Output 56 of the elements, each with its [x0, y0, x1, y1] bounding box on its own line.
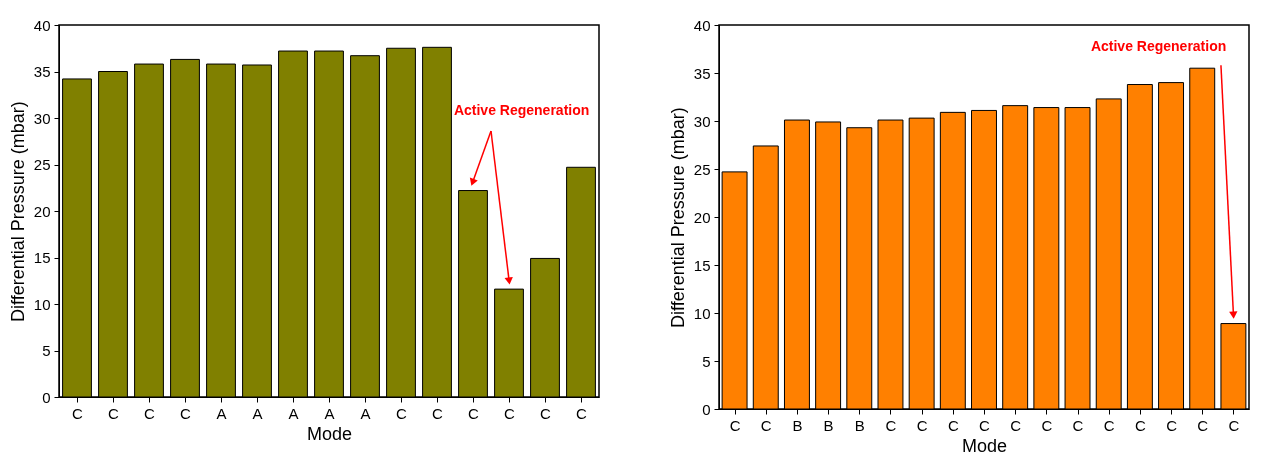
y-tick-label: 5	[42, 342, 51, 359]
x-tick-label: C	[504, 404, 516, 422]
x-tick-label: C	[144, 404, 156, 422]
y-axis-title: Differential Pressure (mbar)	[667, 107, 688, 328]
x-tick-label: C	[729, 416, 741, 434]
x-tick-label: C	[432, 404, 444, 422]
x-tick-label: C	[979, 416, 991, 434]
x-tick-label: C	[108, 404, 120, 422]
annotation: Active Regeneration	[453, 102, 590, 118]
x-tick-label: C	[1010, 416, 1022, 434]
y-tick-label: 20	[693, 208, 711, 226]
x-tick-label: A	[252, 404, 263, 422]
y-tick-label: 30	[693, 112, 711, 130]
x-tick-label: C	[576, 404, 588, 422]
y-tick-label: 0	[702, 400, 711, 418]
x-tick-label: B	[792, 416, 803, 434]
y-tick-label: 15	[693, 256, 711, 274]
x-axis-title: Mode	[961, 435, 1008, 456]
x-tick-label: C	[1072, 416, 1084, 434]
x-tick-label: C	[1197, 416, 1209, 434]
x-tick-label: C	[1228, 416, 1240, 434]
y-tick-label: 10	[33, 295, 51, 313]
x-tick-label: C	[72, 404, 84, 422]
x-tick-label: C	[396, 404, 408, 422]
x-tick-label: C	[1041, 416, 1053, 434]
x-tick-label: C	[916, 416, 928, 434]
y-axis-title: Differential Pressure (mbar)	[7, 101, 28, 322]
x-tick-label: C	[180, 404, 192, 422]
x-tick-label: B	[854, 416, 865, 434]
x-axis-title: Mode	[306, 423, 353, 444]
y-tick-label: 35	[33, 63, 51, 80]
y-tick-label: 5	[702, 352, 711, 370]
x-tick-label: C	[540, 404, 552, 422]
x-tick-label: B	[823, 416, 834, 434]
x-tick-label: A	[216, 404, 227, 422]
x-tick-label: A	[324, 404, 335, 422]
x-tick-label: C	[885, 416, 897, 434]
x-tick-label: A	[288, 404, 299, 422]
x-tick-label: C	[1134, 416, 1146, 434]
y-tick-label: 10	[693, 304, 711, 322]
y-tick-label: 25	[693, 160, 711, 178]
x-tick-label: A	[360, 404, 371, 422]
y-tick-label: 40	[693, 16, 711, 34]
x-tick-label: C	[468, 404, 480, 422]
y-tick-label: 40	[33, 16, 51, 34]
x-tick-label: C	[1103, 416, 1115, 434]
y-tick-label: 35	[693, 64, 711, 82]
y-tick-label: 30	[33, 109, 51, 127]
y-tick-label: 20	[33, 202, 51, 220]
x-tick-label: C	[947, 416, 959, 434]
y-tick-label: 15	[33, 249, 51, 266]
y-tick-label: 0	[42, 388, 51, 406]
annotation: Active Regeneration	[1090, 37, 1227, 54]
y-tick-label: 25	[33, 156, 51, 173]
x-tick-label: C	[1166, 416, 1178, 434]
x-tick-label: C	[760, 416, 772, 434]
